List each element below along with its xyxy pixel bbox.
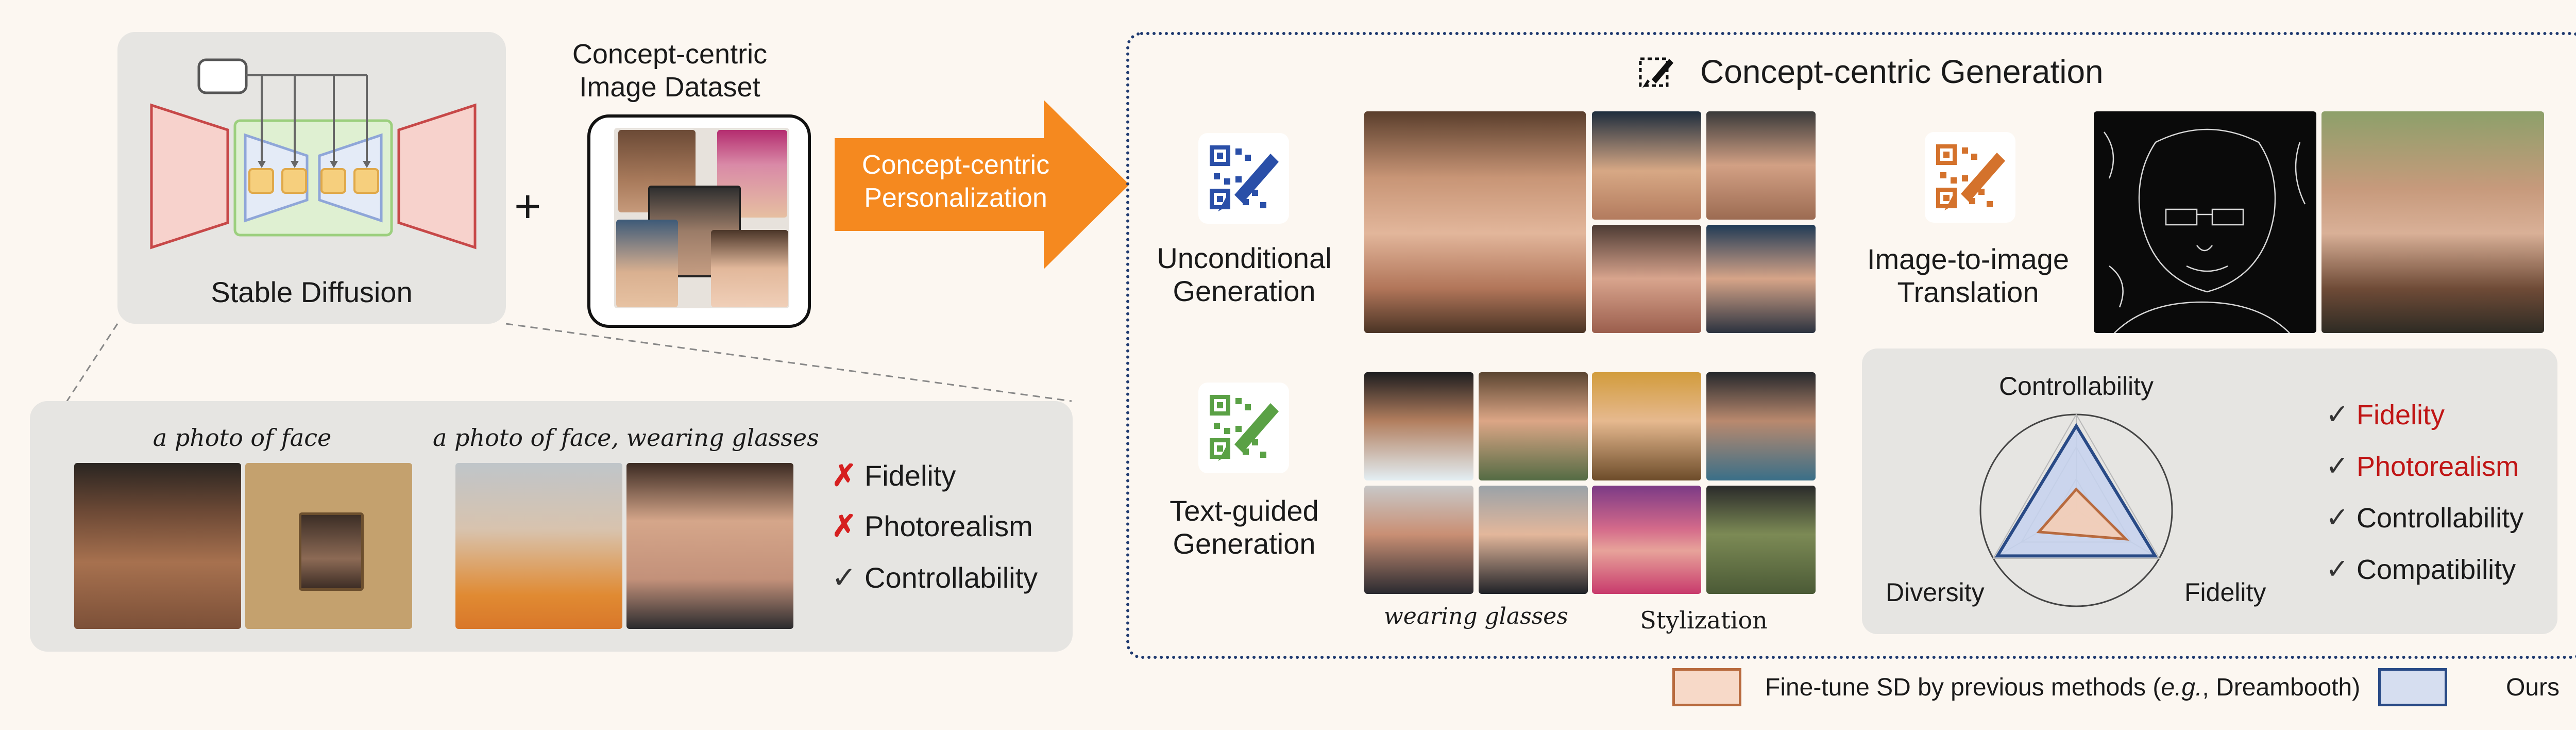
arrow-label-line1: Concept-centric [861, 150, 1050, 180]
edge-map-photo [2094, 111, 2316, 333]
sd-photo-face [74, 463, 241, 629]
check-mark-3: ✓ [2326, 502, 2349, 533]
sd-mark-2: ✗ [832, 509, 857, 543]
radar-grid-2 [1992, 413, 2160, 559]
arrow-label-line2: Personalization [864, 183, 1047, 213]
legend-ours-label: Ours [2506, 674, 2560, 701]
sd-item-2: Photorealism [865, 510, 1033, 542]
uncond-photo-large [1364, 111, 1586, 333]
unet-diagram [150, 58, 477, 250]
legend-prev-label: Fine-tune SD by previous methods (e.g., … [1765, 674, 2361, 701]
sd-mark-1: ✗ [832, 459, 857, 492]
text-guided-icon [1198, 383, 1289, 473]
attn-block-1 [248, 168, 274, 194]
sd-photo-woman-glasses [455, 463, 622, 629]
unconditional-icon [1198, 133, 1289, 224]
sd-item-1: Fidelity [865, 459, 956, 492]
attn-block-4 [353, 168, 379, 194]
radar-series-1 [2036, 487, 2130, 541]
dataset-title-line1: Concept-centric [572, 39, 768, 70]
unconditional-label-line2: Generation [1173, 275, 1316, 307]
stylized-photo-2 [1706, 372, 1816, 480]
check-mark-2: ✓ [2326, 451, 2349, 482]
decoder-trapezoid [397, 103, 477, 250]
translated-photo [2321, 111, 2544, 333]
stable-diffusion-label: Stable Diffusion [211, 276, 413, 308]
radar-axis-fidelity: Fidelity [2184, 578, 2266, 607]
glasses-photo-4 [1479, 486, 1588, 594]
legend-ours-swatch [2378, 668, 2447, 706]
legend-prev-swatch [1672, 668, 1741, 706]
sd-item-3: Controllability [865, 561, 1038, 594]
generation-title: Concept-centric Generation [1700, 53, 2104, 90]
comparison-panel [1862, 349, 2557, 634]
dataset-photo-5 [711, 230, 788, 307]
unconditional-label-line1: Unconditional [1157, 242, 1332, 274]
check-label-4: Compatibility [2357, 554, 2516, 585]
radar-chart [1979, 413, 2173, 607]
plus-sign: + [514, 181, 541, 233]
radar-axis-diversity: Diversity [1886, 578, 1985, 607]
personalization-arrow [835, 100, 1129, 269]
radar-axis-controllability: Controllability [1998, 372, 2154, 401]
dataset-title-line2: Image Dataset [579, 72, 760, 103]
brush-icon [1639, 57, 1673, 88]
stylized-photo-3 [1592, 486, 1701, 594]
attn-block-3 [320, 168, 346, 194]
encoder-trapezoid [150, 103, 229, 250]
legend-eg: e.g. [2161, 674, 2202, 701]
generation-panel [1126, 32, 2576, 659]
check-mark-1: ✓ [2326, 399, 2349, 430]
glasses-photo-2 [1479, 372, 1588, 480]
i2i-label-line1: Image-to-image [1867, 243, 2070, 275]
glasses-photo-3 [1364, 486, 1473, 594]
uncond-photo-2 [1706, 111, 1816, 220]
image-to-image-icon [1925, 132, 2015, 223]
caption-face-glasses: a photo of face, wearing glasses [433, 424, 819, 452]
uncond-photo-4 [1706, 225, 1816, 333]
attn-block-2 [281, 168, 307, 194]
text-guided-label-line2: Generation [1173, 527, 1316, 560]
stylized-photo-1 [1592, 372, 1701, 480]
uncond-photo-1 [1592, 111, 1701, 220]
glasses-photo-1 [1364, 372, 1473, 480]
sd-mark-3: ✓ [832, 561, 857, 594]
check-label-1: Fidelity [2357, 400, 2445, 430]
sd-photo-man-glasses [626, 463, 793, 629]
caption-wearing-glasses: wearing glasses [1384, 603, 1568, 629]
caption-stylization: Stylization [1640, 606, 1768, 634]
caption-face: a photo of face [152, 424, 332, 452]
uncond-photo-3 [1592, 225, 1701, 333]
text-guided-label-line1: Text-guided [1170, 494, 1319, 527]
dataset-photo-4 [616, 220, 678, 307]
check-mark-4: ✓ [2326, 554, 2349, 585]
edge-map-lines [2103, 128, 2306, 333]
check-label-2: Photorealism [2357, 451, 2519, 482]
check-label-3: Controllability [2357, 503, 2524, 534]
stylized-photo-4 [1706, 486, 1816, 594]
i2i-label-line2: Translation [1897, 276, 2039, 308]
sd-photo-frame-inner [299, 512, 364, 591]
